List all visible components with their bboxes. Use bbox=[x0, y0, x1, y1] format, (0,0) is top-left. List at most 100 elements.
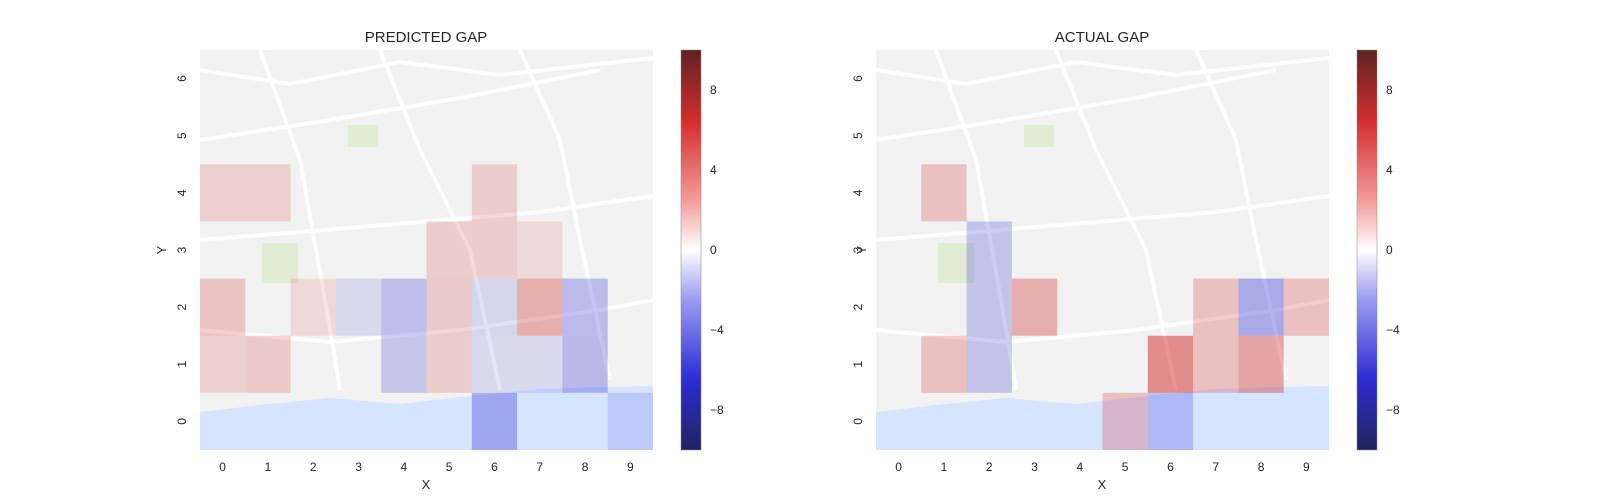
heatmap-cell bbox=[607, 392, 653, 450]
y-tick-label: 4 bbox=[175, 189, 189, 196]
y-tick-label: 0 bbox=[175, 418, 189, 425]
x-tick-label: 7 bbox=[1212, 460, 1219, 474]
y-tick-label: 5 bbox=[175, 132, 189, 139]
x-tick-label: 7 bbox=[536, 460, 543, 474]
colorbar-tick-label: 4 bbox=[710, 163, 717, 177]
colorbar bbox=[1356, 49, 1378, 451]
x-axis-label: X bbox=[422, 477, 431, 492]
colorbar-tick-label: 0 bbox=[1386, 243, 1393, 257]
chart-title: PREDICTED GAP bbox=[365, 29, 488, 46]
x-tick-label: 1 bbox=[941, 460, 948, 474]
y-tick-label: 2 bbox=[175, 303, 189, 310]
heatmap-cell bbox=[1147, 335, 1194, 393]
x-tick-label: 1 bbox=[265, 460, 272, 474]
y-axis-label: Y bbox=[854, 245, 869, 254]
heatmap-cell bbox=[471, 278, 518, 336]
heatmap-cell bbox=[200, 335, 246, 393]
x-tick-label: 8 bbox=[1258, 460, 1265, 474]
x-tick-label: 4 bbox=[401, 460, 408, 474]
x-tick-label: 9 bbox=[627, 460, 634, 474]
heatmap-cell bbox=[1011, 278, 1058, 336]
heatmap-cell bbox=[471, 335, 518, 393]
y-tick-label: 6 bbox=[851, 75, 865, 82]
heatmap-cell bbox=[200, 278, 246, 336]
colorbar-tick-label: −4 bbox=[1386, 323, 1400, 337]
x-axis-label: X bbox=[1098, 477, 1107, 492]
heatmap-cell bbox=[966, 335, 1012, 393]
x-tick-label: 9 bbox=[1303, 460, 1310, 474]
colorbar-tick-label: −8 bbox=[1386, 403, 1400, 417]
heatmap-cell bbox=[471, 221, 518, 279]
heatmap-cell bbox=[1238, 335, 1284, 393]
heatmap-cell bbox=[245, 335, 291, 393]
heatmap-cell bbox=[921, 164, 967, 222]
heatmap-cell bbox=[921, 335, 967, 393]
map-roads bbox=[876, 50, 1329, 391]
heatmap-cell bbox=[517, 335, 563, 393]
colorbar-tick-labels: 8 4 0 −4 −8 bbox=[710, 83, 724, 417]
y-tick-label: 3 bbox=[175, 246, 189, 253]
x-tick-label: 5 bbox=[1122, 460, 1129, 474]
colorbar-tick-labels: 8 4 0 −4 −8 bbox=[1386, 83, 1400, 417]
heatmap-cell bbox=[517, 278, 563, 336]
heatmap-cell bbox=[1238, 278, 1284, 336]
map-background bbox=[200, 50, 653, 450]
x-tick-label: 6 bbox=[1167, 460, 1174, 474]
y-tick-label: 5 bbox=[851, 132, 865, 139]
heatmap-cell bbox=[517, 221, 563, 279]
x-tick-label: 4 bbox=[1077, 460, 1084, 474]
x-tick-label: 0 bbox=[219, 460, 226, 474]
x-tick-label: 8 bbox=[582, 460, 589, 474]
colorbar-tick-label: 8 bbox=[1386, 83, 1393, 97]
heatmap-cell bbox=[381, 335, 427, 393]
map-park bbox=[1024, 125, 1054, 147]
heatmap-cell bbox=[1102, 392, 1148, 450]
heatmap-cell bbox=[245, 164, 291, 222]
heatmap-cell bbox=[1193, 278, 1239, 336]
y-tick-label: 3 bbox=[851, 246, 865, 253]
heatmap-cell bbox=[1147, 392, 1194, 450]
heatmap-cells bbox=[921, 164, 1329, 450]
heatmap-cell bbox=[290, 278, 336, 336]
colorbar bbox=[680, 49, 702, 451]
heatmap-cell bbox=[966, 221, 1012, 279]
map-background bbox=[876, 50, 1329, 450]
y-tick-label: 0 bbox=[851, 418, 865, 425]
y-tick-label: 2 bbox=[851, 303, 865, 310]
x-tick-label: 0 bbox=[895, 460, 902, 474]
heatmap-cell bbox=[471, 392, 518, 450]
heatmap-cell bbox=[200, 164, 246, 222]
y-axis-label: Y bbox=[154, 245, 169, 254]
heatmap-cell bbox=[966, 278, 1012, 336]
x-tick-labels: 0 1 2 3 4 5 6 7 8 9 bbox=[895, 460, 1310, 474]
heatmap-cell bbox=[426, 221, 472, 279]
y-tick-label: 6 bbox=[175, 75, 189, 82]
map-water bbox=[876, 386, 1329, 450]
colorbar-tick-label: −4 bbox=[710, 323, 724, 337]
x-tick-label: 2 bbox=[310, 460, 317, 474]
map-park bbox=[938, 243, 974, 283]
y-tick-labels: 0 1 2 3 4 5 6 bbox=[851, 75, 865, 425]
x-tick-label: 5 bbox=[446, 460, 453, 474]
y-tick-label: 1 bbox=[851, 361, 865, 368]
y-tick-label: 1 bbox=[175, 361, 189, 368]
map-park bbox=[348, 125, 378, 147]
heatmap-cell bbox=[1283, 278, 1329, 336]
y-tick-labels: 0 1 2 3 4 5 6 bbox=[175, 75, 189, 425]
x-tick-label: 3 bbox=[1031, 460, 1038, 474]
chart-panel-predicted: PREDICTED GAP 0 1 2 3 4 5 6 7 8 9 0 1 2 3 4 5 6 X Y 8 4 0… bbox=[154, 29, 724, 492]
heatmap-cells bbox=[200, 164, 653, 450]
colorbar-tick-label: −8 bbox=[710, 403, 724, 417]
map-park bbox=[262, 243, 298, 283]
map-roads bbox=[200, 50, 653, 391]
heatmap-cell bbox=[562, 335, 608, 393]
colorbar-tick-label: 0 bbox=[710, 243, 717, 257]
heatmap-cell bbox=[1193, 335, 1239, 393]
x-tick-label: 6 bbox=[491, 460, 498, 474]
x-tick-label: 2 bbox=[986, 460, 993, 474]
heatmap-cell bbox=[426, 278, 472, 336]
x-tick-labels: 0 1 2 3 4 5 6 7 8 9 bbox=[219, 460, 634, 474]
heatmap-cell bbox=[426, 335, 472, 393]
colorbar-tick-label: 8 bbox=[710, 83, 717, 97]
